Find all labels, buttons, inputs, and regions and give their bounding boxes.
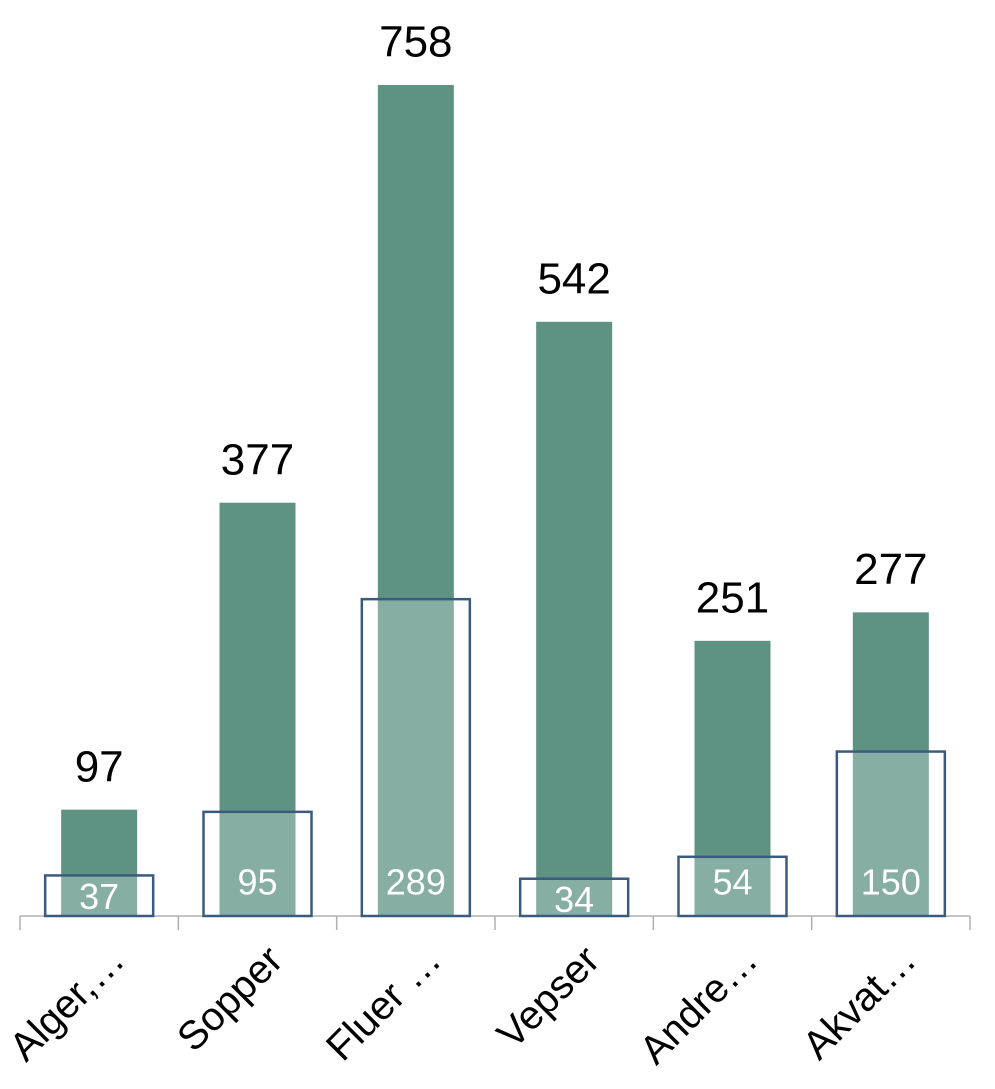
data-label: 97 bbox=[75, 742, 124, 791]
data-label: 277 bbox=[854, 545, 927, 594]
subset-label: 150 bbox=[861, 862, 921, 903]
subset-label: 95 bbox=[237, 862, 277, 903]
bar bbox=[536, 321, 613, 916]
data-label: 377 bbox=[221, 435, 294, 484]
data-label: 542 bbox=[537, 254, 610, 303]
x-tick-label: Vepser bbox=[489, 938, 608, 1057]
x-tick-label: Fluer … bbox=[318, 938, 450, 1070]
bar bbox=[377, 85, 454, 916]
subset-label: 34 bbox=[554, 879, 594, 920]
subset-bar bbox=[518, 877, 630, 918]
bar bbox=[694, 640, 771, 916]
subset-bar bbox=[202, 810, 313, 918]
subset-label: 289 bbox=[386, 862, 446, 903]
x-tick-label: Sopper bbox=[169, 938, 291, 1060]
subset-label: 54 bbox=[712, 862, 752, 903]
x-tick-label: Alger,… bbox=[1, 938, 133, 1070]
data-label: 251 bbox=[696, 573, 769, 622]
subset-bar bbox=[677, 855, 788, 918]
bar bbox=[852, 612, 929, 916]
subset-bar bbox=[43, 874, 155, 918]
data-label: 758 bbox=[379, 18, 452, 67]
subset-label: 37 bbox=[79, 876, 119, 917]
bar bbox=[219, 502, 296, 916]
x-tick-label: Andre… bbox=[631, 938, 766, 1073]
subset-bar bbox=[835, 750, 947, 918]
x-tick-label: Akvat… bbox=[795, 938, 925, 1068]
subset-bar bbox=[360, 597, 472, 918]
bar bbox=[61, 809, 138, 916]
